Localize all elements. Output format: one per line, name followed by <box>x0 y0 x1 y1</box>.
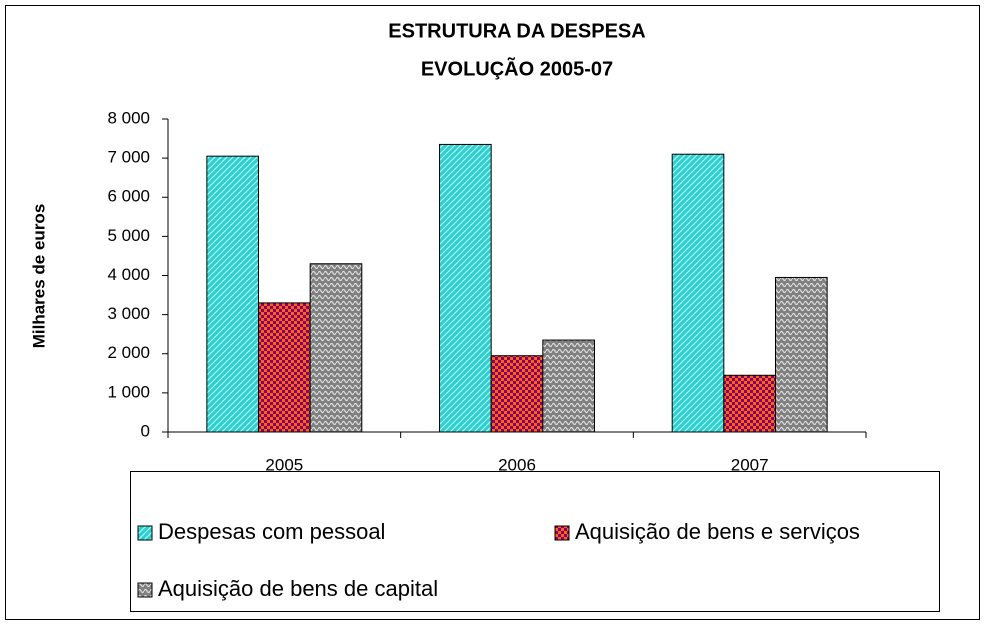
legend-swatch <box>137 525 153 541</box>
y-tick-label: 0 <box>141 421 150 440</box>
bar <box>206 155 260 433</box>
legend-label: Aquisição de bens e serviços <box>575 519 860 544</box>
legend-swatch <box>137 582 153 598</box>
bar <box>723 374 776 433</box>
y-tick-label: 4 000 <box>107 265 150 284</box>
y-tick-label: 7 000 <box>107 148 150 167</box>
bar <box>490 355 544 433</box>
y-tick-label: 1 000 <box>107 382 150 401</box>
legend-label: Despesas com pessoal <box>158 519 385 544</box>
bar <box>309 263 363 433</box>
y-tick-label: 5 000 <box>107 226 150 245</box>
bar <box>542 339 595 433</box>
bar <box>671 153 725 433</box>
legend-box <box>130 471 940 612</box>
legend-label: Aquisição de bens de capital <box>158 576 438 601</box>
bar <box>774 276 828 433</box>
y-axis-label: Milhares de euros <box>29 204 48 349</box>
y-tick-label: 6 000 <box>107 187 150 206</box>
legend-swatch <box>554 525 570 541</box>
x-tick-label: 2005 <box>265 455 303 474</box>
y-tick-label: 3 000 <box>107 304 150 323</box>
bar <box>439 143 492 433</box>
bar <box>258 302 311 433</box>
y-tick-label: 8 000 <box>107 108 150 127</box>
chart-title: ESTRUTURA DA DESPESA <box>388 20 645 42</box>
chart-subtitle: EVOLUÇÃO 2005-07 <box>421 57 613 80</box>
x-tick-label: 2006 <box>498 455 536 474</box>
x-tick-label: 2007 <box>731 455 769 474</box>
y-tick-label: 2 000 <box>107 343 150 362</box>
